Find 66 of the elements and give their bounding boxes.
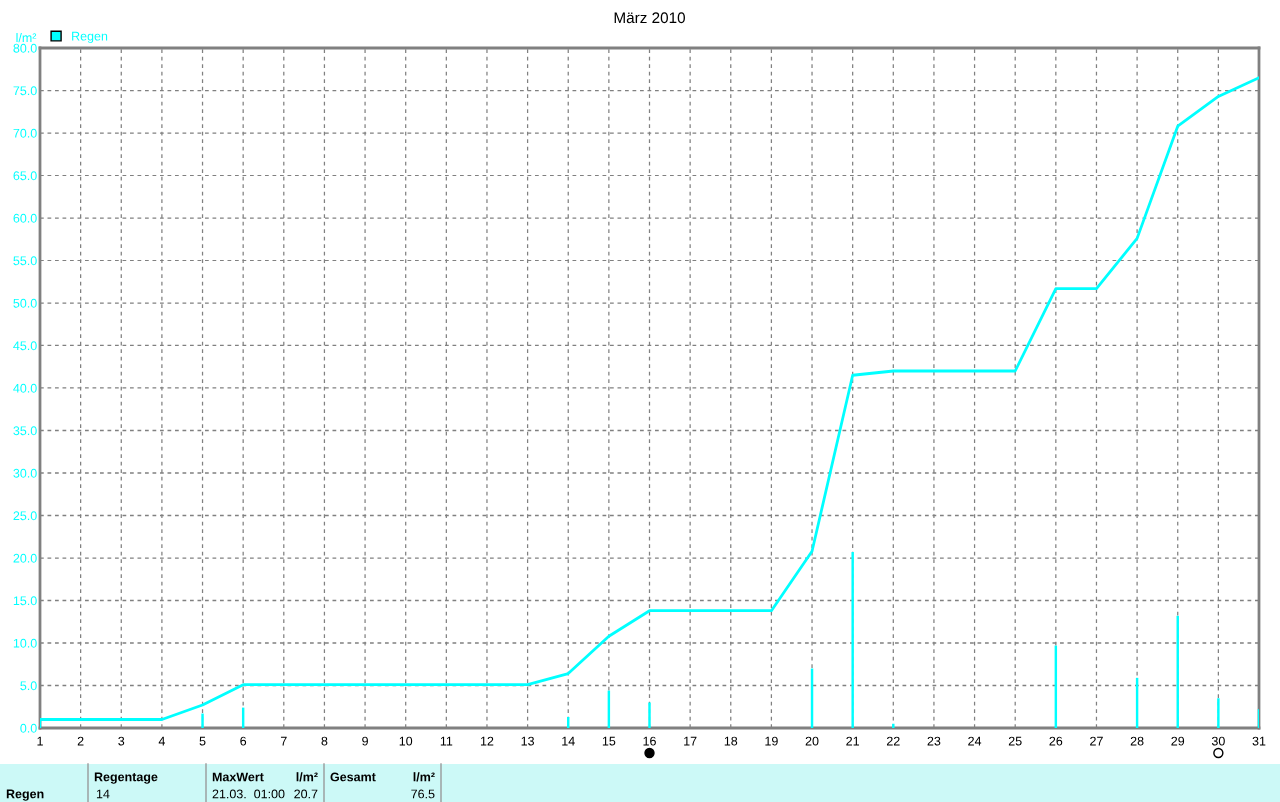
y-tick-label: 80.0 [13, 43, 37, 53]
y-tick-label: 70.0 [13, 128, 37, 138]
text: 21.03. 01:00 [212, 789, 285, 799]
x-tick-label: 10 [399, 736, 413, 746]
y-tick-label: 0.0 [20, 723, 37, 733]
y-tick-label: 55.0 [13, 256, 37, 266]
x-tick-label: 25 [1008, 736, 1022, 746]
x-tick-label: 17 [684, 736, 697, 746]
x-tick-label: 2 [77, 736, 84, 746]
x-tick-label: 23 [927, 736, 941, 746]
x-tick-label: 6 [240, 736, 247, 746]
x-tick-label: 31 [1252, 736, 1266, 746]
x-tick-label: 19 [765, 736, 778, 746]
x-tick-label: 29 [1171, 736, 1185, 746]
x-tick-label: 8 [321, 736, 328, 746]
x-tick-label: 28 [1130, 736, 1144, 746]
x-tick-label: 11 [440, 736, 453, 746]
text: MaxWert [212, 772, 264, 782]
x-tick-label: 18 [724, 736, 738, 746]
x-tick-label: 13 [521, 736, 534, 746]
bar [648, 702, 651, 728]
y-tick-label: 40.0 [13, 383, 37, 393]
y-tick-label: 45.0 [13, 341, 37, 351]
x-tick-label: 12 [480, 736, 494, 746]
text: Regentage [94, 772, 158, 784]
legend-label: Regen [72, 31, 108, 43]
x-tick-label: 24 [968, 736, 982, 746]
x-tick-label: 26 [1049, 736, 1063, 746]
x-tick-label: 27 [1090, 736, 1103, 746]
x-tick-label: 5 [199, 736, 206, 746]
x-tick-label: 30 [1211, 736, 1225, 746]
text: l/m² [413, 772, 435, 782]
x-tick-label: 3 [118, 736, 125, 746]
y-tick-label: 35.0 [13, 426, 37, 436]
x-tick-label: 4 [158, 736, 166, 746]
x-tick-label: 1 [37, 736, 43, 746]
x-tick-label: 20 [805, 736, 819, 746]
y-tick-label: 25.0 [13, 511, 37, 521]
bar [851, 552, 854, 728]
x-tick-label: 15 [602, 736, 616, 746]
bar [892, 723, 895, 728]
x-tick-label: 16 [643, 736, 656, 746]
text: l/m² [296, 772, 318, 782]
y-tick-label: 30.0 [13, 468, 37, 478]
x-tick-label: 7 [280, 736, 287, 746]
text: 14 [96, 789, 110, 799]
text: 76.5 [411, 789, 435, 799]
x-tick-label: 21 [846, 736, 860, 746]
bar [201, 713, 204, 728]
y-tick-label: 5.0 [20, 681, 37, 691]
y-tick-label: 75.0 [13, 86, 37, 96]
y-tick-label: 65.0 [13, 171, 37, 181]
y-tick-label: 15.0 [13, 596, 37, 606]
y-tick-label: 20.0 [13, 553, 37, 563]
text: 20.7 [294, 789, 318, 799]
x-tick-label: 14 [562, 736, 575, 746]
text: Gesamt [330, 772, 376, 782]
x-tick-label: 9 [362, 736, 368, 746]
bar [1217, 698, 1220, 728]
y-tick-label: 10.0 [13, 638, 37, 648]
x-tick-label: 22 [886, 736, 900, 746]
y-axis-title: l/m² [16, 32, 37, 43]
y-tick-label: 60.0 [13, 213, 37, 223]
text: Regen [6, 789, 44, 801]
y-tick-label: 50.0 [13, 298, 37, 308]
chart-title: März 2010 [614, 12, 685, 24]
